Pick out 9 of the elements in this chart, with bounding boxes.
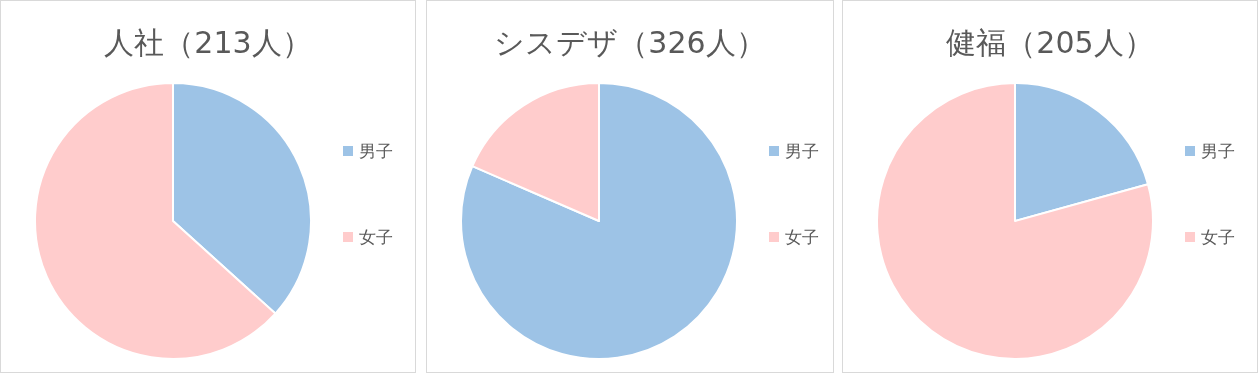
legend-label: 男子 [785, 141, 819, 161]
chart-title: シスデザ（326人） [494, 25, 766, 60]
legend-label: 男子 [359, 141, 393, 161]
legend-label: 女子 [1201, 227, 1235, 247]
legend-label: 男子 [1201, 141, 1235, 161]
chart-title: 人社（213人） [104, 25, 312, 60]
chart-title: 健福（205人） [946, 25, 1154, 60]
legend-label: 女子 [785, 227, 819, 247]
legend-label: 女子 [359, 227, 393, 247]
